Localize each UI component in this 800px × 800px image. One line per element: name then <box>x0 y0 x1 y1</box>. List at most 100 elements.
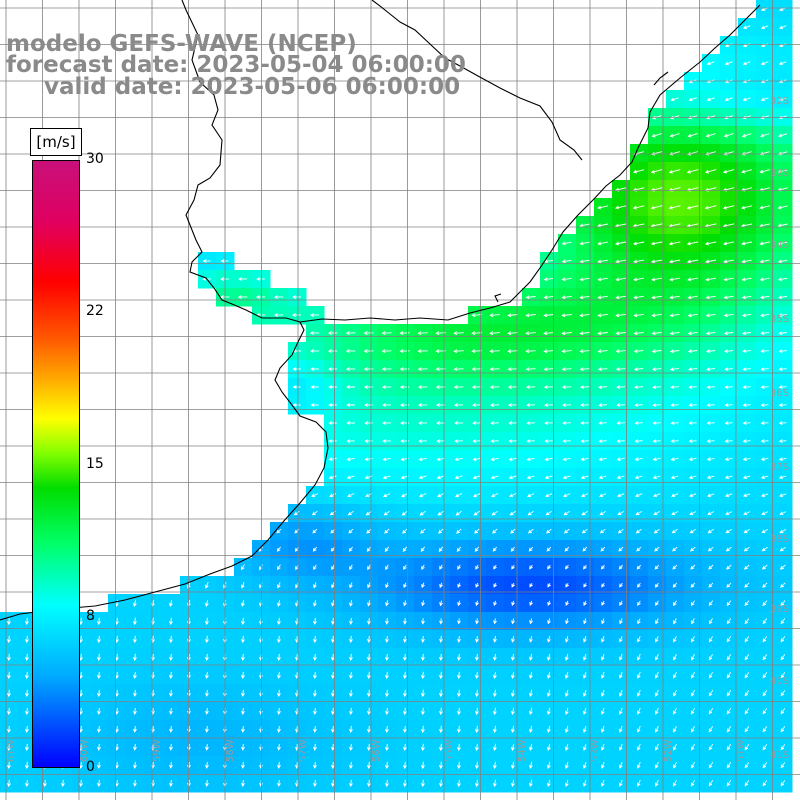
wind-arrow <box>762 708 768 715</box>
wind-arrow <box>6 689 11 698</box>
wind-arrow <box>348 725 353 734</box>
wind-arrow <box>688 97 697 102</box>
wind-arrow <box>726 708 732 715</box>
wind-arrow <box>97 725 101 733</box>
wind-arrow <box>704 241 717 246</box>
wind-arrow <box>205 744 209 751</box>
wind-arrow <box>511 600 515 606</box>
wind-arrow <box>169 708 173 715</box>
wind-arrow <box>708 582 714 588</box>
wind-arrow <box>634 385 644 390</box>
wind-arrow <box>597 295 608 300</box>
wind-arrow <box>349 600 353 607</box>
wind-arrow <box>133 761 137 769</box>
wind-arrow <box>528 689 533 698</box>
wind-arrow <box>546 689 551 697</box>
wind-arrow <box>475 600 479 607</box>
wind-arrow <box>401 510 408 516</box>
wind-arrow <box>403 635 407 643</box>
wind-arrow <box>618 546 624 552</box>
wind-arrow <box>525 385 536 390</box>
wind-arrow <box>382 439 391 443</box>
wind-arrow <box>382 403 392 407</box>
latitude-label: 33S <box>770 168 789 179</box>
wind-arrow <box>205 689 209 697</box>
wind-arrow <box>654 725 659 733</box>
wind-arrow <box>583 618 587 625</box>
wind-arrow <box>597 205 608 210</box>
longitude-label: 57W <box>298 739 309 762</box>
wind-arrow <box>670 475 679 480</box>
wind-arrow <box>438 528 444 534</box>
wind-arrow <box>635 511 643 516</box>
wind-arrow <box>708 708 714 715</box>
wind-arrow <box>205 779 209 787</box>
wind-arrow <box>456 653 461 662</box>
wind-arrow <box>561 259 572 264</box>
wind-arrow <box>780 672 786 679</box>
wind-arrow <box>510 671 515 680</box>
wind-arrow <box>381 331 392 336</box>
wind-arrow <box>672 582 678 588</box>
wind-arrow <box>704 205 717 210</box>
wind-arrow <box>366 725 371 734</box>
wind-arrow <box>686 169 699 174</box>
wind-arrow <box>313 725 317 733</box>
wind-arrow <box>619 582 623 588</box>
wind-arrow <box>779 25 787 30</box>
wind-arrow <box>489 313 500 318</box>
wind-arrow <box>599 493 607 498</box>
wind-arrow <box>439 618 443 625</box>
wind-arrow <box>654 743 659 751</box>
wind-arrow <box>653 493 661 498</box>
wind-arrow <box>6 671 11 680</box>
wind-arrow <box>313 743 317 751</box>
wind-arrow <box>760 331 769 336</box>
wind-arrow <box>687 349 698 354</box>
wind-arrow <box>705 349 716 354</box>
wind-arrow <box>24 761 29 770</box>
wind-arrow <box>347 493 355 498</box>
wind-arrow <box>636 761 641 769</box>
wind-arrow <box>565 636 569 643</box>
wind-arrow <box>313 599 317 607</box>
wind-arrow <box>525 367 536 372</box>
wind-arrow <box>97 761 101 769</box>
wind-arrow <box>310 367 319 371</box>
wind-arrow <box>384 546 390 552</box>
wind-arrow <box>133 689 137 697</box>
wind-arrow <box>546 546 552 552</box>
wind-arrow <box>669 367 680 372</box>
latitude-label: 38S <box>770 534 789 545</box>
wind-arrow <box>582 707 587 715</box>
wind-arrow <box>561 367 572 372</box>
wind-arrow <box>241 762 245 769</box>
wind-arrow <box>421 582 425 589</box>
wind-arrow <box>545 493 553 498</box>
wind-arrow <box>744 744 750 751</box>
wind-arrow <box>582 725 587 733</box>
wind-arrow <box>544 403 554 408</box>
wind-arrow <box>582 689 587 697</box>
wind-arrow <box>331 743 335 751</box>
wind-arrow <box>472 421 482 426</box>
wind-arrow <box>706 403 715 408</box>
wind-arrow <box>491 510 498 516</box>
wind-arrow <box>204 671 209 680</box>
colorbar-tick-label: 8 <box>86 608 95 624</box>
wind-arrow <box>492 707 497 716</box>
wind-arrow <box>652 421 661 426</box>
wind-arrow <box>457 564 461 570</box>
wind-arrow <box>744 582 750 588</box>
wind-arrow <box>564 761 569 770</box>
wind-arrow <box>366 671 371 680</box>
wind-arrow <box>438 653 443 662</box>
wind-arrow <box>670 421 679 426</box>
wind-arrow <box>543 313 554 318</box>
wind-arrow <box>687 295 698 300</box>
wind-arrow <box>632 169 645 174</box>
wind-arrow <box>328 403 337 407</box>
wind-arrow <box>309 331 320 335</box>
wind-arrow <box>761 564 768 570</box>
wind-arrow <box>456 743 461 752</box>
